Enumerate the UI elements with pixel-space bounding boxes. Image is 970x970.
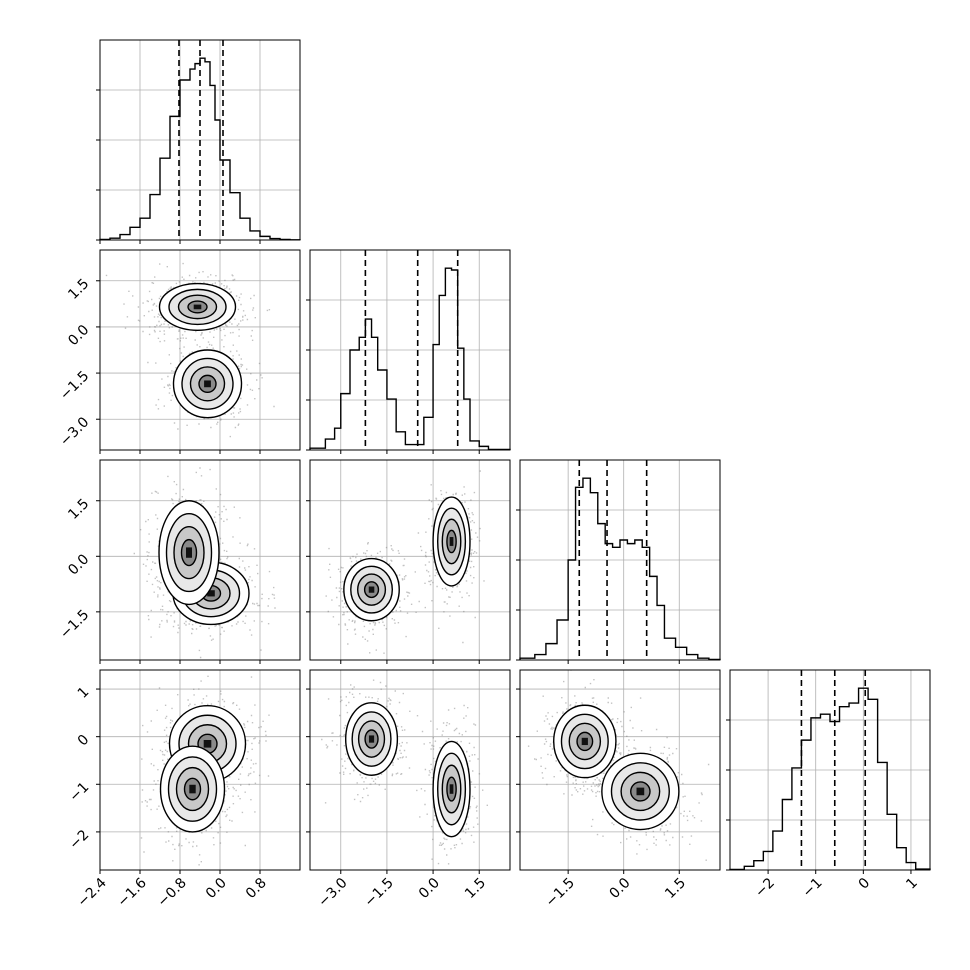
x-tick-label: −1 [800, 875, 826, 901]
panel-frame [309, 459, 511, 661]
x-tick-label: −3.0 [315, 875, 350, 910]
density-peak [368, 735, 375, 743]
x-tick-label: 0.0 [203, 875, 230, 902]
density-peak [449, 784, 454, 794]
density-peak [203, 740, 212, 748]
histogram-panel-2 [306, 249, 511, 451]
x-tick-label: 1.5 [662, 875, 689, 902]
scatter-points [321, 679, 488, 865]
panel-frame [309, 249, 511, 451]
histogram-step-4 [729, 687, 931, 871]
x-tick-label: 1.5 [462, 875, 489, 902]
y-tick-label: 0.0 [65, 322, 92, 349]
density-peak [207, 590, 215, 597]
scatter-panel-2-3 [309, 459, 511, 661]
scatter-panel-1-3 [99, 459, 301, 661]
density-peak [204, 380, 211, 388]
histogram-panel-4 [726, 669, 931, 871]
y-tick-label: −1 [66, 779, 92, 805]
x-tick-label: −1.5 [361, 875, 396, 910]
y-tick-label: −3.0 [57, 414, 92, 449]
panel-frame [99, 39, 301, 241]
histogram-panel-1 [96, 39, 301, 241]
x-tick-label: 0.0 [416, 875, 443, 902]
density-peak [193, 304, 202, 310]
density-peak [368, 586, 375, 593]
panel-frame [99, 669, 301, 871]
density-peak [581, 737, 588, 746]
y-tick-label: 0.0 [65, 551, 92, 578]
x-tick-label: 0.8 [243, 875, 270, 902]
density-peak [449, 537, 454, 546]
x-tick-label: 0 [856, 875, 874, 893]
x-tick-label: −2 [752, 875, 778, 901]
panel-frame [99, 249, 301, 451]
panel-frame [99, 459, 301, 661]
scatter-panel-2-4 [309, 669, 511, 871]
y-tick-label: 1.5 [65, 276, 92, 303]
scatter-panel-1-4 [99, 669, 301, 871]
histogram-panel-3 [516, 459, 721, 661]
scatter-panel-1-2 [99, 249, 301, 451]
x-tick-label: −0.8 [155, 875, 190, 910]
y-tick-label: 1.5 [65, 496, 92, 523]
panel-frame [519, 459, 721, 661]
y-tick-label: −1.5 [57, 368, 92, 403]
x-tick-label: −2.4 [75, 875, 110, 910]
histogram-step-1 [99, 57, 301, 241]
x-tick-label: −1.6 [115, 875, 150, 910]
y-tick-label: −2 [66, 827, 92, 853]
x-tick-label: 0.0 [607, 875, 634, 902]
histogram-step-2 [309, 267, 511, 451]
histogram-step-3 [519, 477, 721, 661]
density-peak [189, 784, 196, 794]
density-peak [636, 787, 645, 796]
panel-frame [309, 669, 511, 871]
y-tick-label: 1 [75, 684, 93, 702]
y-tick-label: 0 [75, 732, 93, 750]
x-tick-label: −1.5 [543, 875, 578, 910]
density-peak [186, 547, 192, 558]
panel-frame [519, 669, 721, 871]
panel-frame [729, 669, 931, 871]
scatter-panel-3-4 [519, 669, 721, 871]
x-tick-label: 1 [903, 875, 921, 893]
y-tick-label: −1.5 [57, 607, 92, 642]
